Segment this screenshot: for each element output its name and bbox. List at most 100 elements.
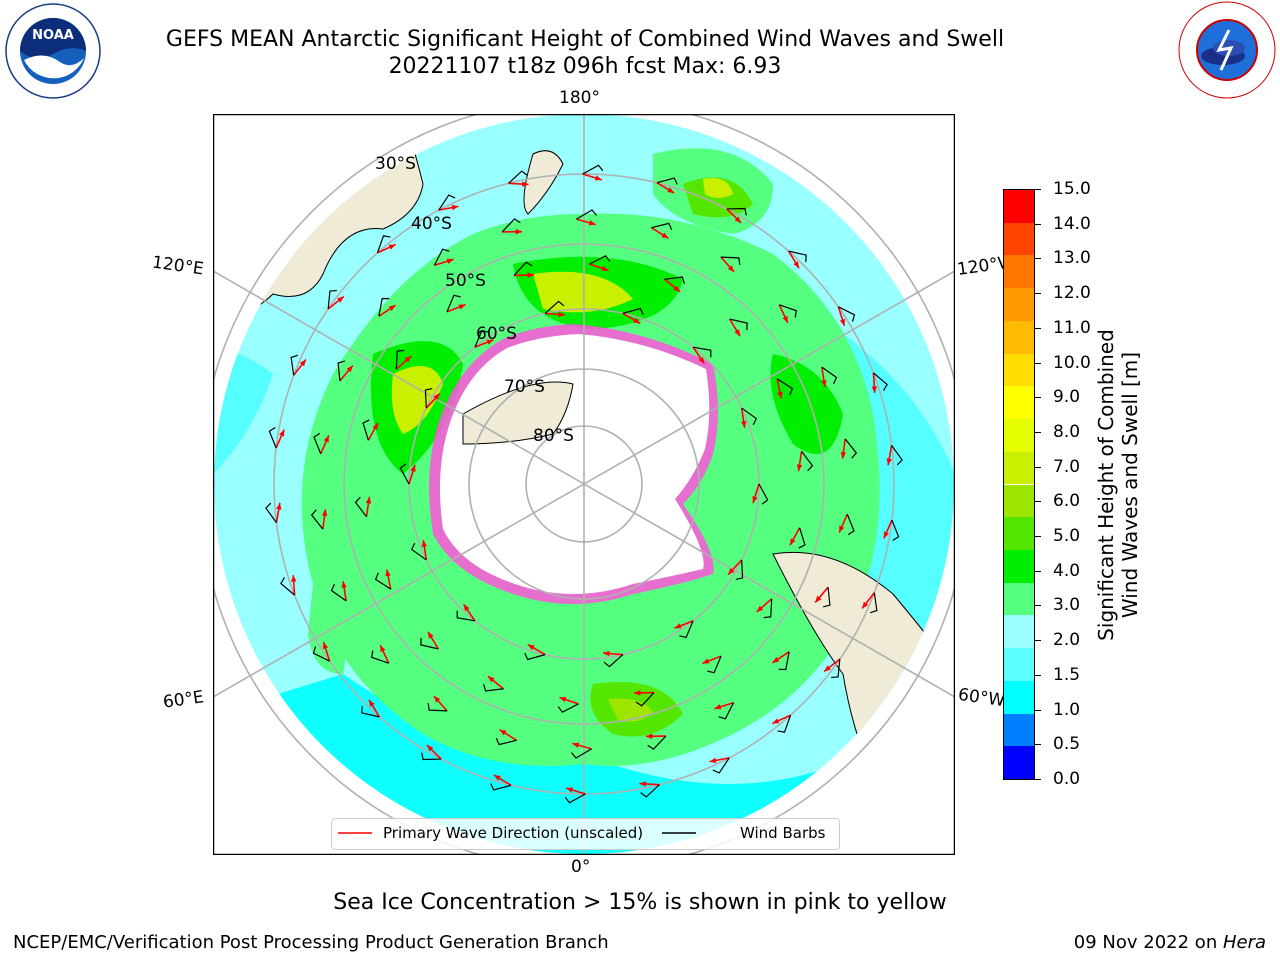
- wind-barb: [735, 559, 744, 581]
- wave-arrow-head: [839, 525, 845, 533]
- wave-arrow-head: [341, 581, 347, 588]
- wave-arrow-head: [527, 644, 535, 651]
- colorbar-swatch: [1004, 746, 1034, 779]
- wave-arrow-head: [559, 697, 567, 703]
- wind-barb: [268, 427, 277, 449]
- wave-arrow-head: [756, 605, 764, 613]
- wave-arrow-head: [486, 339, 494, 345]
- colorbar-tick-mark: [1035, 431, 1041, 433]
- footer-date: 09 Nov 2022 on Hera: [1074, 932, 1266, 953]
- colorbar-tick-label: 4.0: [1053, 560, 1081, 581]
- wind-barb: [495, 737, 517, 746]
- colorbar-swatch: [1004, 615, 1034, 649]
- wind-barb: [729, 318, 748, 331]
- colorbar-swatch: [1004, 353, 1034, 387]
- footer-credit: NCEP/EMC/Verification Post Processing Pr…: [13, 932, 609, 953]
- wind-barb: [374, 572, 392, 590]
- wave-arrow-head: [276, 502, 282, 510]
- wind-barb: [330, 583, 347, 602]
- wave-arrow-head: [346, 365, 353, 373]
- wind-barb: [399, 463, 410, 485]
- wave-arrow-head: [365, 496, 372, 504]
- colorbar-swatch: [1004, 386, 1034, 420]
- wind-barb: [778, 651, 790, 671]
- wave-arrow-head: [426, 745, 434, 752]
- wind-barb: [313, 432, 322, 454]
- wave-arrow-head: [290, 575, 297, 582]
- wave-arrow-head: [790, 538, 796, 546]
- wind-barb: [508, 170, 528, 184]
- wave-arrow-head: [458, 304, 466, 310]
- wind-barb: [362, 419, 370, 441]
- wind-barb: [679, 620, 694, 639]
- wave-arrow-head: [796, 464, 803, 472]
- wave-arrow-head: [821, 380, 827, 387]
- colorbar-label: Significant Height of Combined Wind Wave…: [1094, 305, 1142, 665]
- wave-arrow-head: [645, 733, 653, 739]
- lon-label-0: 0°: [571, 857, 591, 877]
- colorbar-tick-label: 11.0: [1053, 317, 1091, 338]
- wind-barb: [589, 255, 611, 265]
- wave-arrow-head: [558, 311, 566, 318]
- colorbar-tick-mark: [1035, 258, 1041, 260]
- wind-barb: [651, 222, 673, 231]
- wind-barb: [361, 705, 380, 718]
- wave-arrow-head: [521, 181, 529, 187]
- colorbar-tick-label: 0.5: [1053, 734, 1081, 755]
- noaa-logo-icon: NOAA: [4, 2, 102, 100]
- wind-barb: [822, 587, 831, 608]
- colorbar-tick-label: 8.0: [1053, 421, 1081, 442]
- wave-arrow-head: [601, 265, 609, 271]
- wind-barb: [438, 194, 456, 211]
- wave-arrow-head: [871, 386, 878, 393]
- wave-arrow-head: [388, 305, 396, 312]
- wave-arrow-head: [594, 175, 602, 181]
- colorbar: [1003, 189, 1035, 780]
- wind-barb: [280, 577, 295, 596]
- colorbar-tick-mark: [1035, 293, 1041, 295]
- wind-barb: [707, 655, 722, 674]
- wave-arrow-head: [493, 775, 501, 781]
- wind-barb: [763, 598, 773, 619]
- wind-barb: [647, 735, 667, 750]
- nws-logo-icon: [1177, 0, 1277, 100]
- wind-barb: [640, 784, 660, 798]
- wind-barb: [821, 366, 838, 385]
- wind-barb: [456, 610, 475, 622]
- wave-arrow-head: [410, 464, 416, 472]
- colorbar-tick-mark: [1035, 466, 1041, 468]
- colorbar-swatch: [1004, 517, 1034, 550]
- wave-arrow-head: [566, 787, 574, 793]
- wind-barb: [664, 276, 685, 284]
- wave-arrow-head: [639, 781, 647, 787]
- wind-barb: [718, 702, 735, 720]
- wave-arrow-head: [323, 435, 329, 443]
- colorbar-swatch: [1004, 320, 1034, 354]
- colorbar-tick-label: 2.0: [1053, 630, 1081, 651]
- colorbar-tick-mark: [1035, 709, 1041, 711]
- wind-barb: [427, 703, 448, 712]
- wind-barb: [265, 502, 277, 523]
- wind-barb: [371, 650, 389, 664]
- wave-arrow-head: [433, 393, 440, 400]
- wave-arrow-head: [734, 216, 742, 223]
- wave-arrow-head: [487, 676, 495, 683]
- wind-barb: [838, 306, 856, 322]
- wind-barb: [777, 714, 792, 733]
- colorbar-swatch: [1004, 222, 1034, 256]
- wind-barb: [337, 360, 346, 381]
- footer-host: Hera: [1222, 932, 1266, 953]
- wind-barb: [310, 509, 324, 530]
- wind-barb: [603, 654, 624, 668]
- lat-label-50s: 50°S: [445, 271, 486, 291]
- wave-arrow-head: [427, 631, 434, 639]
- wave-arrow-head: [815, 595, 822, 603]
- wind-barb: [433, 248, 450, 266]
- svg-text:NOAA: NOAA: [32, 28, 74, 43]
- colorbar-tick-mark: [1035, 397, 1041, 399]
- wave-arrow-head: [433, 695, 441, 703]
- wave-arrow-head: [299, 359, 306, 367]
- wind-barb: [622, 307, 644, 316]
- colorbar-label-line2: Wind Waves and Swell [m]: [1118, 351, 1142, 619]
- wave-arrow-head: [674, 623, 682, 629]
